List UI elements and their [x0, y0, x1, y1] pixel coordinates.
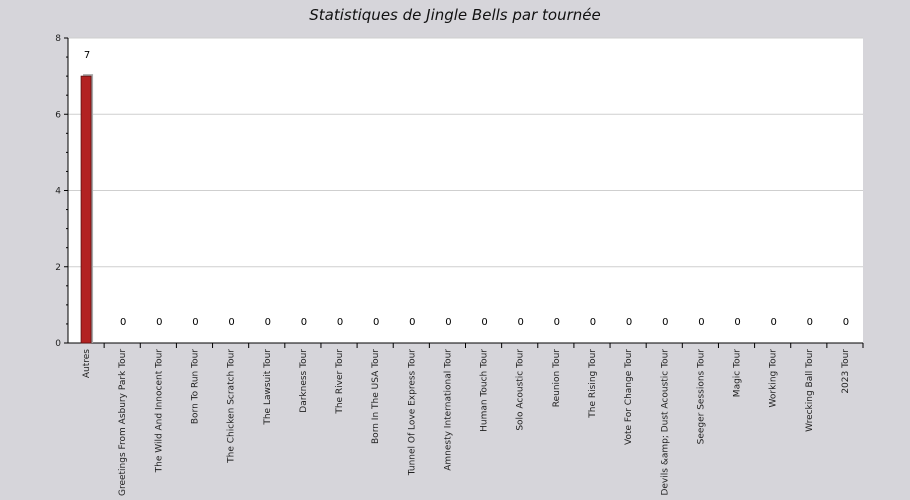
- category-label: Autres: [82, 349, 92, 378]
- category-label: Tunnel Of Love Express Tour: [407, 349, 417, 477]
- category-label: Born To Run Tour: [190, 349, 200, 424]
- category-label: Born In The USA Tour: [371, 349, 381, 444]
- data-label: 0: [337, 317, 343, 328]
- data-label: 0: [192, 317, 198, 328]
- data-label: 0: [590, 317, 596, 328]
- data-label: 0: [554, 317, 560, 328]
- category-label: 2023 Tour: [841, 349, 851, 394]
- data-label: 0: [807, 317, 813, 328]
- y-tick-label: 4: [55, 187, 61, 197]
- y-tick-label: 0: [55, 339, 61, 349]
- category-label: Vote For Change Tour: [624, 349, 634, 445]
- category-label: The Chicken Scratch Tour: [227, 349, 237, 464]
- category-label: The River Tour: [335, 349, 345, 415]
- data-label: 0: [301, 317, 307, 328]
- data-label: 0: [843, 317, 849, 328]
- data-label: 0: [662, 317, 668, 328]
- y-tick-label: 2: [55, 263, 61, 273]
- category-label: The Wild And Innocent Tour: [154, 349, 164, 474]
- data-label: 0: [481, 317, 487, 328]
- data-label: 0: [626, 317, 632, 328]
- category-label: Reunion Tour: [552, 349, 562, 408]
- category-label: The Rising Tour: [588, 349, 598, 419]
- y-tick-label: 6: [55, 110, 61, 120]
- data-label: 0: [120, 317, 126, 328]
- data-label: 0: [518, 317, 524, 328]
- category-label: Magic Tour: [733, 349, 743, 397]
- bar: [80, 75, 92, 344]
- category-label: Greetings From Asbury Park Tour: [118, 349, 128, 496]
- category-label: Amnesty International Tour: [443, 349, 453, 471]
- data-label: 0: [734, 317, 740, 328]
- y-tick-label: 8: [55, 34, 61, 44]
- chart-title: Statistiques de Jingle Bells par tournée: [309, 6, 601, 24]
- data-label: 0: [409, 317, 415, 328]
- data-label: 0: [698, 317, 704, 328]
- category-label: Devils &amp; Dust Acoustic Tour: [660, 349, 670, 496]
- data-label: 0: [156, 317, 162, 328]
- data-label: 0: [770, 317, 776, 328]
- category-label: Working Tour: [769, 349, 779, 408]
- data-label: 0: [445, 317, 451, 328]
- data-label: 0: [373, 317, 379, 328]
- category-label: Seeger Sessions Tour: [696, 349, 706, 445]
- category-label: Wrecking Ball Tour: [805, 349, 815, 432]
- category-label: Solo Acoustic Tour: [516, 349, 526, 431]
- data-label: 7: [84, 50, 90, 61]
- category-label: Human Touch Tour: [480, 349, 490, 432]
- category-label: Darkness Tour: [299, 349, 309, 413]
- data-label: 0: [265, 317, 271, 328]
- data-label: 0: [228, 317, 234, 328]
- category-label: The Lawsuit Tour: [263, 349, 273, 426]
